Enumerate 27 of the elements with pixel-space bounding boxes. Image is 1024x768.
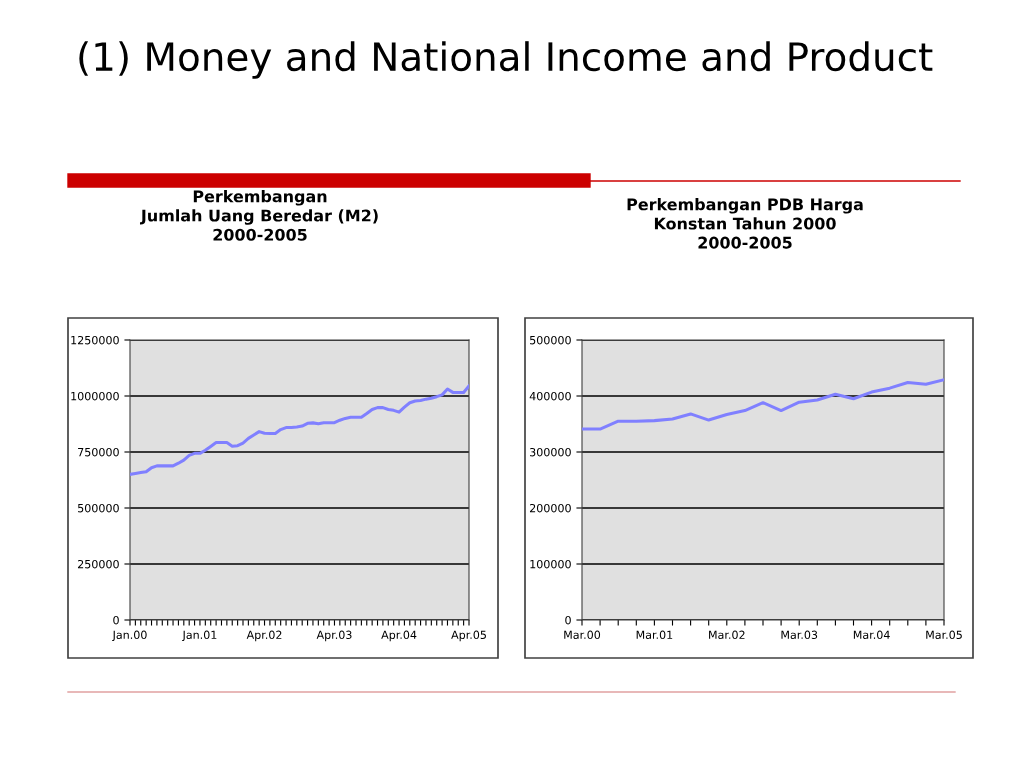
y-tick-label: 400000 — [529, 391, 571, 401]
y-tick-label: 200000 — [529, 503, 571, 513]
x-tick-label: Mar.03 — [781, 630, 818, 640]
x-tick-label: Apr.03 — [316, 630, 352, 642]
x-tick-label: Jan.00 — [112, 630, 147, 642]
x-tick-label: Apr.02 — [246, 630, 282, 642]
y-tick-label: 1250000 — [71, 335, 119, 345]
x-tick-label: Mar.00 — [564, 630, 601, 640]
y-tick-label: 0 — [113, 615, 119, 625]
y-tick-label: 300000 — [530, 447, 571, 457]
x-tick-label: Apr.04 — [381, 630, 417, 642]
x-tick-label: Apr.05 — [451, 630, 486, 642]
chart-title: Perkembangan Jumlah Uang Beredar (M2) 2000-2005 — [139, 190, 378, 241]
x-tick-label: Mar.04 — [853, 630, 890, 640]
y-tick-label: 750000 — [78, 447, 119, 457]
x-tick-label: Jan.01 — [181, 630, 217, 642]
x-tick-label: Mar.02 — [709, 630, 745, 640]
x-tick-label: Mar.05 — [926, 630, 962, 640]
y-tick-label: 0 — [565, 615, 571, 625]
text: (1) Money and National Income and Product — [79, 41, 933, 79]
chart-title: Perkembangan PDB Harga Konstan Tahun 2000 2000-2005 — [627, 198, 863, 249]
y-tick-label: 250000 — [77, 559, 119, 569]
x-tick-label: Mar.01 — [636, 630, 673, 640]
y-tick-label: 1000000 — [71, 391, 119, 401]
y-tick-label: 500000 — [78, 503, 119, 513]
y-tick-label: 100000 — [530, 559, 571, 569]
y-tick-label: 500000 — [530, 335, 571, 345]
